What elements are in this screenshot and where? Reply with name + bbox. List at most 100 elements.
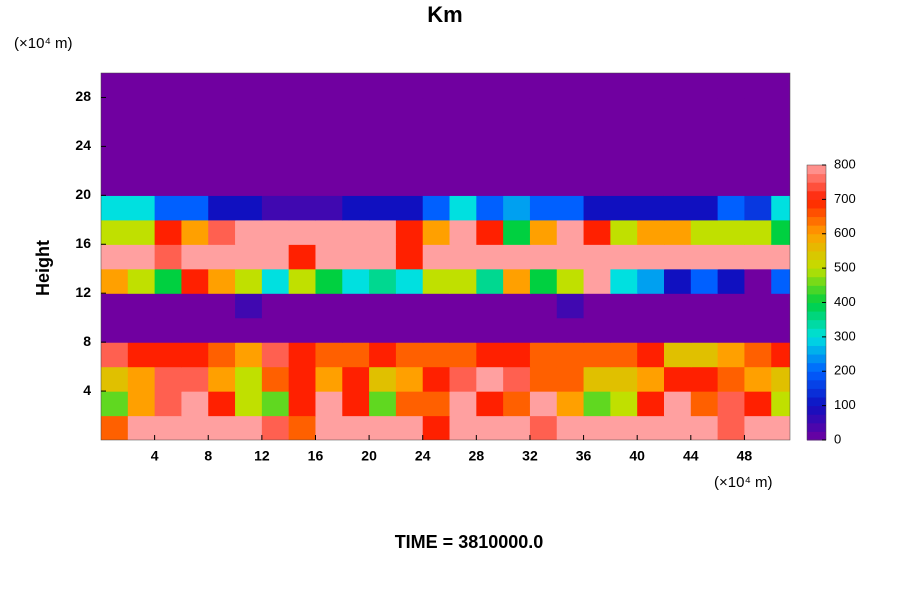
colorbar-band (807, 422, 826, 432)
cell (449, 219, 477, 245)
cell (422, 97, 451, 123)
cell (717, 415, 746, 440)
cell (744, 170, 772, 196)
cell (101, 268, 129, 294)
cell (154, 366, 183, 392)
cell (235, 195, 263, 221)
cell (181, 170, 209, 196)
cell (342, 97, 370, 123)
cell (235, 146, 263, 172)
cell (208, 195, 236, 221)
cell (529, 342, 558, 368)
cell (261, 391, 290, 417)
cell (744, 268, 772, 294)
cell (690, 121, 719, 147)
cell (610, 146, 638, 172)
cell (610, 170, 638, 196)
cell (315, 170, 343, 196)
cell (717, 170, 746, 196)
cell (101, 415, 129, 440)
colorbar-band (807, 302, 826, 312)
cell (208, 121, 236, 147)
colorbar-band (807, 182, 826, 192)
cell (744, 73, 772, 99)
field (101, 73, 790, 440)
cell (208, 219, 236, 245)
colorbar-tick-label: 100 (834, 397, 856, 412)
cell (449, 170, 477, 196)
cell (476, 415, 504, 440)
cell (610, 121, 638, 147)
cell (342, 391, 370, 417)
cell (610, 244, 638, 270)
cell (771, 97, 790, 123)
colorbar-band (807, 285, 826, 295)
colorbar-band (807, 362, 826, 372)
colorbar-band (807, 225, 826, 235)
cell (476, 146, 504, 172)
cell (369, 366, 397, 392)
x-tick-label: 40 (629, 448, 645, 464)
cell (154, 146, 183, 172)
cell (369, 73, 397, 99)
cell (744, 244, 772, 270)
cell (154, 219, 183, 245)
cell (369, 293, 397, 319)
cell (181, 342, 209, 368)
y-tick-label: 8 (83, 333, 91, 349)
cell (476, 268, 504, 294)
cell (556, 73, 585, 99)
cell (369, 342, 397, 368)
cell (127, 97, 156, 123)
cell (449, 73, 477, 99)
cell (288, 97, 317, 123)
cell (127, 391, 156, 417)
cell (288, 73, 317, 99)
cell (422, 391, 451, 417)
cell (342, 268, 370, 294)
x-tick-label: 48 (737, 448, 753, 464)
cell (235, 391, 263, 417)
cell (529, 195, 558, 221)
cell (717, 195, 746, 221)
cell (395, 391, 424, 417)
cell (208, 244, 236, 270)
cell (556, 121, 585, 147)
cell (449, 293, 477, 319)
cell (744, 293, 772, 319)
cell (181, 219, 209, 245)
colorbar-band (807, 354, 826, 364)
cell (476, 317, 504, 343)
cell (181, 73, 209, 99)
cell (261, 121, 290, 147)
cell (637, 293, 665, 319)
cell (717, 73, 746, 99)
cell (663, 146, 692, 172)
cell (127, 170, 156, 196)
cell (181, 121, 209, 147)
cell (690, 244, 719, 270)
cell (556, 293, 585, 319)
cell (154, 97, 183, 123)
cell (583, 293, 611, 319)
cell (637, 97, 665, 123)
cell (261, 244, 290, 270)
cell (127, 244, 156, 270)
cell (154, 170, 183, 196)
cell (261, 219, 290, 245)
cell (503, 366, 531, 392)
colorbar-band (807, 233, 826, 243)
cell (637, 73, 665, 99)
colorbar-band (807, 388, 826, 398)
cell (610, 342, 638, 368)
cell (127, 366, 156, 392)
cell (449, 121, 477, 147)
cell (395, 268, 424, 294)
cell (663, 293, 692, 319)
cell (556, 268, 585, 294)
cell (610, 391, 638, 417)
cell (744, 317, 772, 343)
colorbar-band (807, 371, 826, 381)
cell (208, 170, 236, 196)
cell (261, 268, 290, 294)
